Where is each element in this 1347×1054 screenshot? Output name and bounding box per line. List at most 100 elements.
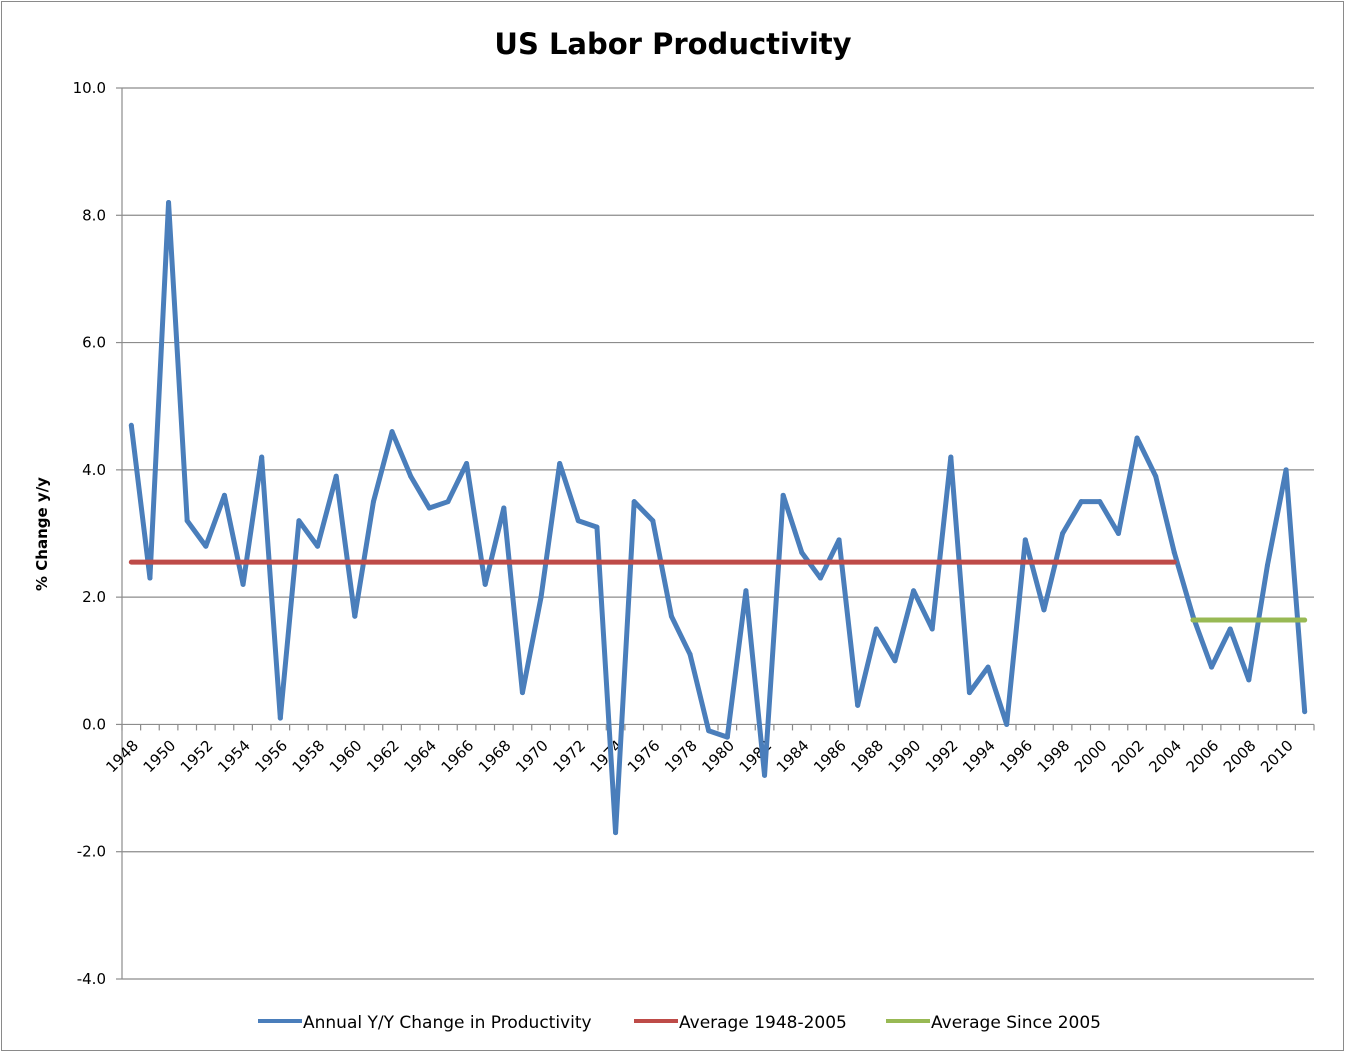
x-tick-label: 1994 xyxy=(959,737,999,777)
x-tick-label: 1964 xyxy=(400,737,440,777)
legend-label: Average 1948-2005 xyxy=(679,1013,847,1033)
data-point xyxy=(762,772,768,778)
x-tick-label: 1954 xyxy=(214,737,254,777)
data-point xyxy=(668,613,674,619)
data-point xyxy=(799,550,805,556)
data-point xyxy=(836,537,842,543)
data-point xyxy=(613,830,619,836)
x-tick-label: 1972 xyxy=(549,737,589,777)
data-point xyxy=(1115,531,1121,536)
data-point xyxy=(240,581,246,587)
data-point xyxy=(985,664,991,670)
x-tick-label: 1996 xyxy=(996,737,1036,777)
data-point xyxy=(408,473,414,479)
data-point xyxy=(1246,677,1252,683)
data-point xyxy=(221,492,227,498)
x-tick-label: 2002 xyxy=(1108,737,1148,777)
data-point xyxy=(128,422,134,428)
y-tick-label: 10.0 xyxy=(73,79,106,97)
data-point xyxy=(594,524,600,530)
x-tick-label: 1982 xyxy=(736,737,776,777)
data-point xyxy=(1004,721,1010,727)
data-point xyxy=(538,594,544,600)
legend-label: Annual Y/Y Change in Productivity xyxy=(303,1013,592,1033)
data-point xyxy=(1283,467,1289,473)
data-point xyxy=(315,543,321,549)
data-point xyxy=(966,690,972,696)
data-point xyxy=(892,658,898,664)
chart-title: US Labor Productivity xyxy=(494,27,851,61)
data-point xyxy=(519,690,525,696)
x-tick-label: 1978 xyxy=(661,737,701,777)
y-tick-label: 0.0 xyxy=(82,715,106,733)
y-axis-label: % Change y/y xyxy=(33,477,51,591)
data-point xyxy=(1022,537,1028,543)
data-point xyxy=(1190,613,1196,619)
x-tick-label: 2000 xyxy=(1071,737,1111,777)
y-tick-label: 4.0 xyxy=(82,461,106,479)
data-point xyxy=(352,613,358,619)
data-point xyxy=(817,575,823,581)
data-point xyxy=(1078,499,1084,505)
x-tick-label: 2008 xyxy=(1220,737,1260,777)
data-point xyxy=(184,518,190,524)
y-tick-label: -4.0 xyxy=(77,970,106,988)
data-point xyxy=(1097,499,1103,505)
data-point xyxy=(203,543,209,549)
x-tick-label: 2004 xyxy=(1145,737,1185,777)
x-tick-label: 1958 xyxy=(289,737,329,777)
data-point xyxy=(873,626,879,632)
y-tick-label: 8.0 xyxy=(82,206,106,224)
x-tick-label: 2010 xyxy=(1257,737,1297,777)
x-tick-label: 1998 xyxy=(1034,737,1074,777)
data-point xyxy=(1060,531,1066,536)
data-point xyxy=(743,588,749,594)
data-point xyxy=(259,454,265,460)
x-tick-label: 1970 xyxy=(512,737,552,777)
x-tick-label: 1990 xyxy=(885,737,925,777)
data-point xyxy=(333,473,339,479)
data-point xyxy=(911,588,917,594)
data-point xyxy=(780,492,786,498)
x-tick-label: 1984 xyxy=(773,737,813,777)
x-tick-label: 2006 xyxy=(1183,737,1223,777)
x-tick-label: 1950 xyxy=(140,737,180,777)
data-point xyxy=(650,518,656,524)
data-point xyxy=(147,575,153,581)
x-tick-label: 1956 xyxy=(251,737,291,777)
data-point xyxy=(501,505,507,511)
y-tick-label: 2.0 xyxy=(82,588,106,606)
data-point xyxy=(855,702,861,708)
data-point xyxy=(1171,550,1177,556)
x-tick-label: 1988 xyxy=(847,737,887,777)
data-point xyxy=(464,460,470,466)
data-point xyxy=(948,454,954,460)
series-line-productivity xyxy=(128,200,1308,836)
data-point xyxy=(1227,626,1233,632)
x-tick-label: 1968 xyxy=(475,737,515,777)
data-point xyxy=(370,499,376,505)
data-point xyxy=(1153,473,1159,479)
x-tick-label: 1976 xyxy=(624,737,664,777)
data-point xyxy=(1264,562,1270,568)
x-tick-label: 1966 xyxy=(438,737,478,777)
data-point xyxy=(575,518,581,524)
y-tick-label: 6.0 xyxy=(82,334,106,352)
data-point xyxy=(445,499,451,505)
x-tick-label: 1992 xyxy=(922,737,962,777)
data-point xyxy=(724,734,730,740)
legend-label: Average Since 2005 xyxy=(931,1013,1101,1033)
data-point xyxy=(929,626,935,632)
data-point xyxy=(166,200,172,206)
data-point xyxy=(296,518,302,524)
x-tick-label: 1952 xyxy=(177,737,217,777)
data-point xyxy=(631,499,637,505)
x-tick-label: 1980 xyxy=(698,737,738,777)
data-point xyxy=(277,715,283,721)
data-point xyxy=(1041,607,1047,613)
x-tick-label: 1986 xyxy=(810,737,850,777)
data-point xyxy=(687,651,693,657)
data-point xyxy=(557,460,563,466)
data-point xyxy=(1302,709,1308,715)
